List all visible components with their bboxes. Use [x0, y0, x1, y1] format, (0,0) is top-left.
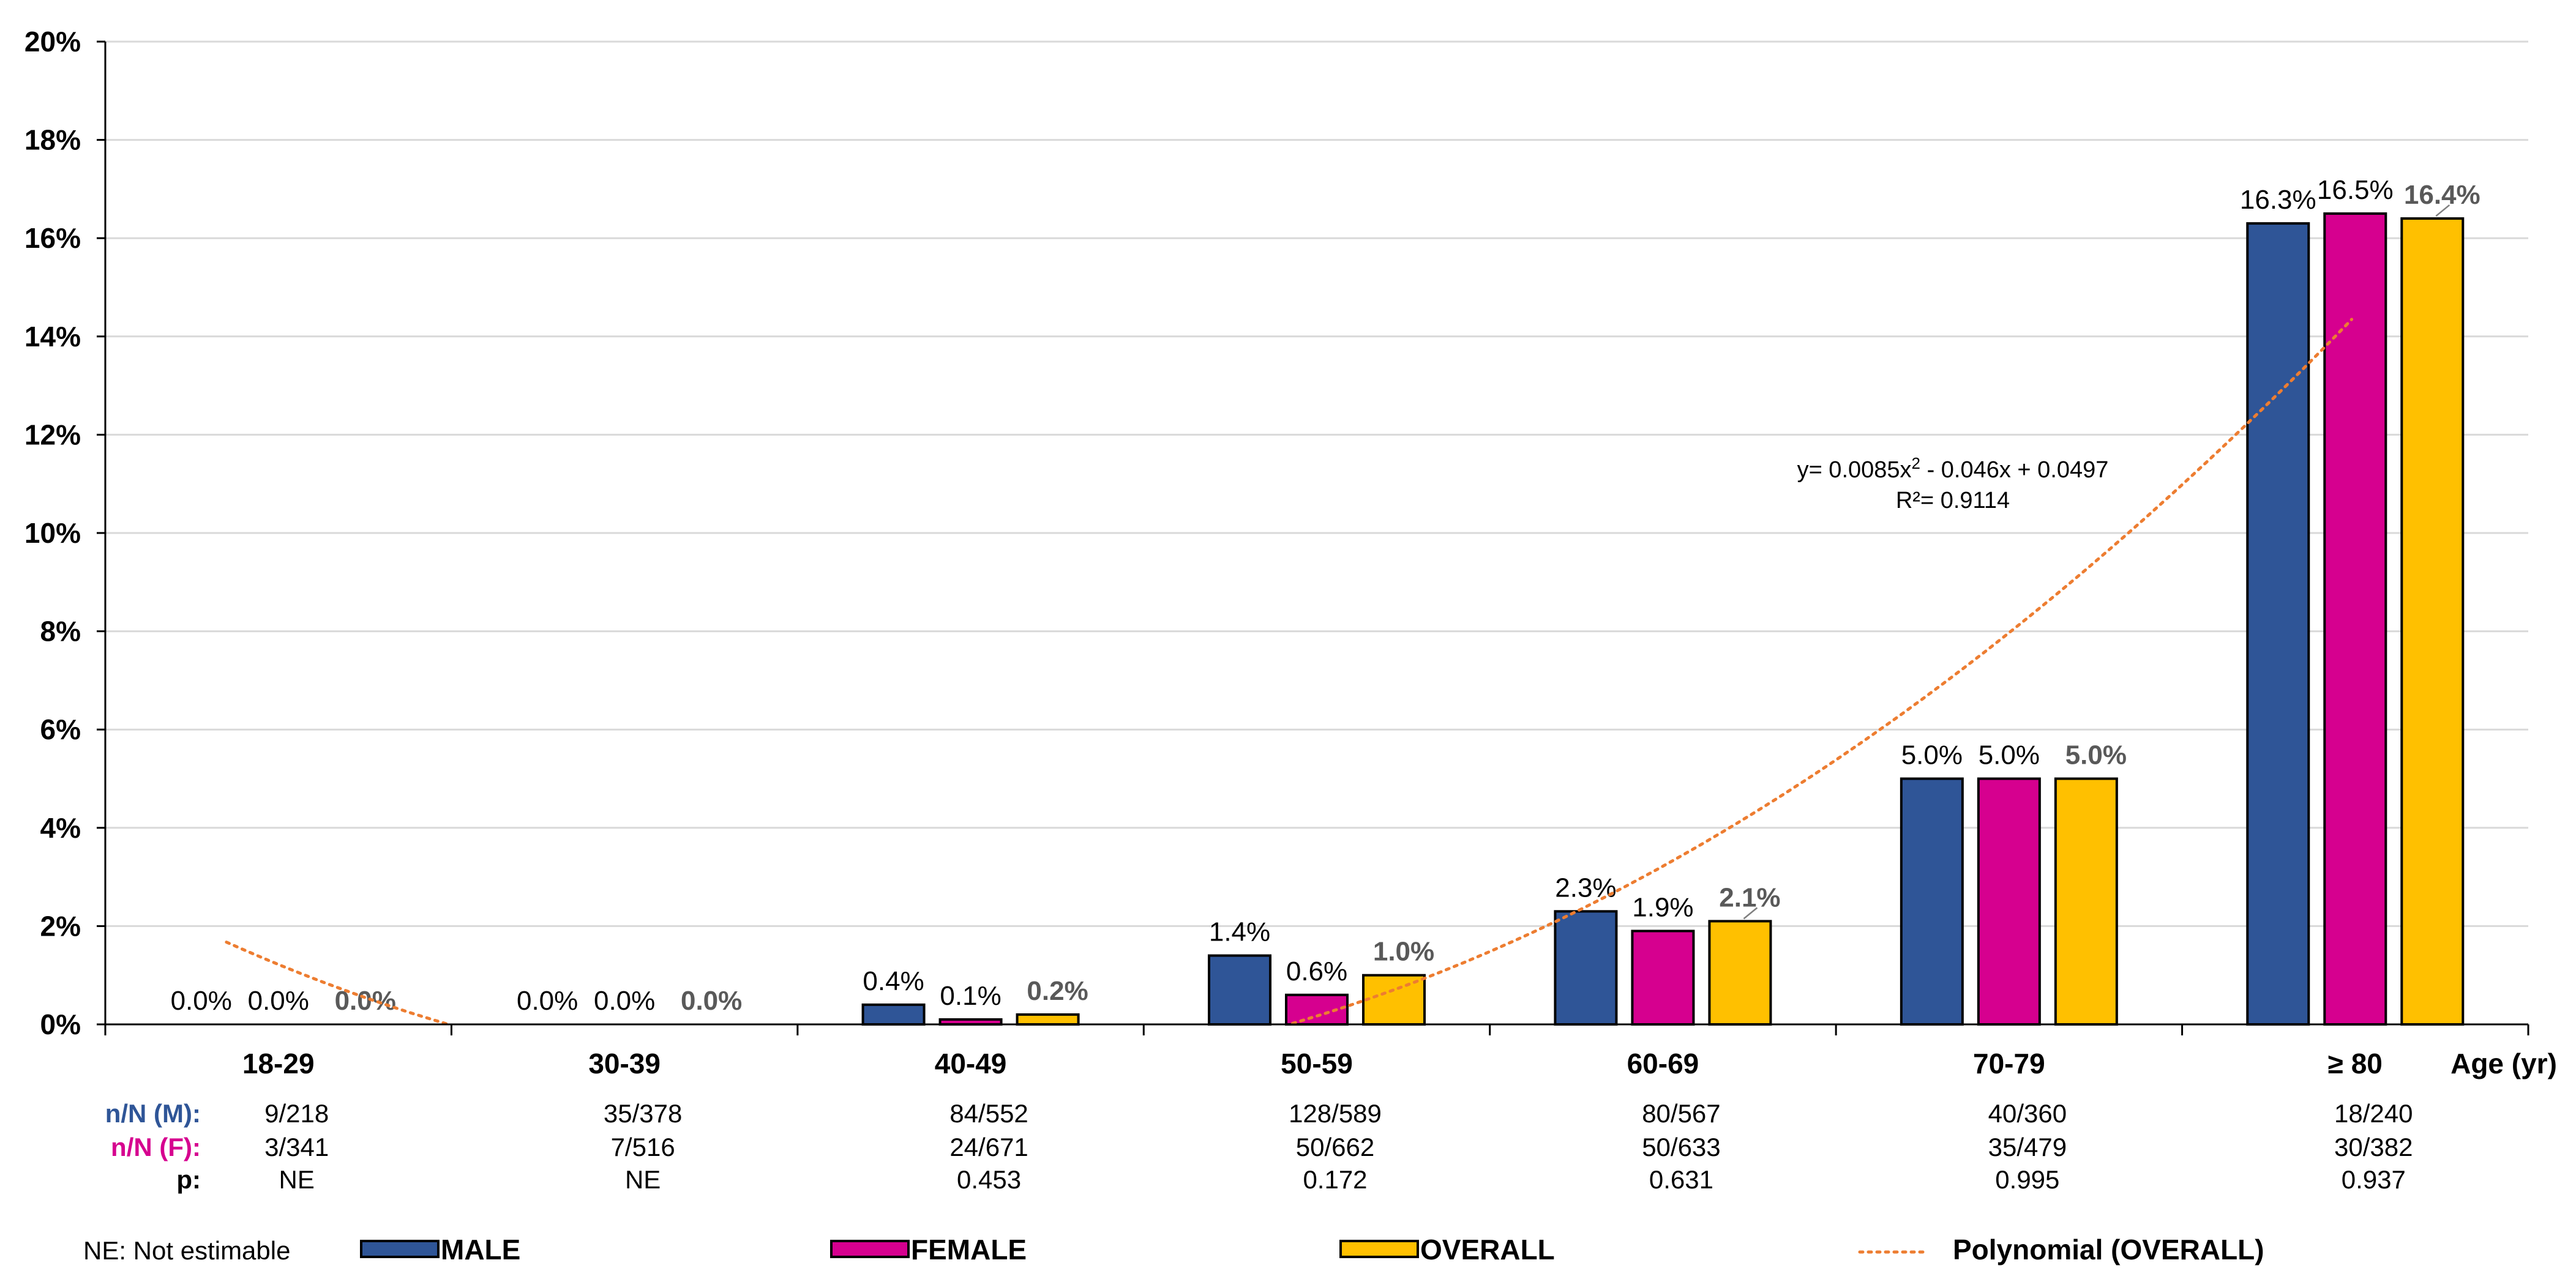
data-label-overall: 0.2% — [1027, 976, 1088, 1006]
trendline-equation: y= 0.0085x2 - 0.046x + 0.0497 — [1797, 454, 2109, 483]
x-axis-title: Age (yr) — [2451, 1048, 2557, 1079]
x-category-label: 70-79 — [1973, 1048, 2045, 1079]
data-label-overall: 5.0% — [2065, 740, 2127, 770]
table-cell: 0.172 — [1303, 1165, 1367, 1194]
data-label-male: 0.4% — [863, 966, 924, 996]
bar-male — [1900, 777, 1964, 1026]
bar-male — [1208, 954, 1271, 1026]
legend-swatch-overall — [1339, 1240, 1419, 1258]
x-category-label: ≥ 80 — [2328, 1048, 2383, 1079]
data-label-male: 0.0% — [517, 986, 578, 1016]
table-cell: 30/382 — [2334, 1133, 2413, 1161]
table-cell: 0.453 — [957, 1165, 1021, 1194]
bar-female — [1631, 930, 1695, 1026]
data-label-female: 0.0% — [594, 986, 655, 1016]
data-label-overall: 2.1% — [1719, 882, 1780, 912]
table-row-label: n/N (F): — [111, 1133, 201, 1161]
x-category-label: 40-49 — [935, 1048, 1007, 1079]
table-cell: 35/378 — [604, 1099, 682, 1128]
y-tick-label: 4% — [40, 812, 81, 844]
data-label-female: 16.5% — [2317, 175, 2394, 205]
y-tick-label: 8% — [40, 616, 81, 647]
table-row-label: p: — [176, 1165, 201, 1194]
legend-swatch-female — [830, 1240, 910, 1258]
y-tick-label: 12% — [24, 419, 81, 450]
table-cell: NE — [279, 1165, 315, 1194]
legend-note: NE: Not estimable — [83, 1236, 290, 1265]
table-cell: 50/662 — [1296, 1133, 1374, 1161]
bar-overall — [2054, 777, 2118, 1026]
bar-male — [2246, 222, 2310, 1026]
label-leader-line — [1743, 907, 1758, 920]
table-cell: 0.631 — [1649, 1165, 1713, 1194]
legend-label-trendline: Polynomial (OVERALL) — [1953, 1234, 2264, 1265]
y-tick-label: 2% — [40, 910, 81, 942]
data-label-overall: 1.0% — [1373, 937, 1434, 967]
bar-overall — [1708, 920, 1772, 1026]
x-category-label: 60-69 — [1627, 1048, 1699, 1079]
data-label-female: 0.0% — [248, 986, 309, 1016]
x-category-label: 30-39 — [588, 1048, 661, 1079]
data-label-female: 5.0% — [1979, 740, 2040, 770]
table-cell: NE — [625, 1165, 661, 1194]
trendline-r2: R²= 0.9114 — [1896, 488, 2010, 513]
bar-female — [2323, 212, 2387, 1026]
legend-label-overall: OVERALL — [1420, 1234, 1555, 1265]
bar-female — [1977, 777, 2041, 1026]
data-label-overall: 16.4% — [2404, 180, 2481, 210]
bar-female — [1285, 993, 1349, 1026]
table-cell: 40/360 — [1988, 1099, 2067, 1128]
data-label-male: 16.3% — [2240, 185, 2316, 215]
data-label-male: 2.3% — [1555, 873, 1616, 903]
y-tick-label: 18% — [24, 124, 81, 156]
data-label-overall: 0.0% — [681, 986, 742, 1016]
table-cell: 18/240 — [2334, 1099, 2413, 1128]
data-label-male: 1.4% — [1209, 917, 1270, 947]
x-category-label: 18-29 — [242, 1048, 315, 1079]
table-cell: 50/633 — [1642, 1133, 1720, 1161]
data-label-female: 0.1% — [940, 981, 1001, 1011]
y-tick-label: 6% — [40, 714, 81, 745]
table-cell: 24/671 — [949, 1133, 1028, 1161]
legend-swatch-male — [360, 1240, 440, 1258]
table-cell: 80/567 — [1642, 1099, 1720, 1128]
bar-male — [861, 1003, 926, 1026]
data-label-overall: 0.0% — [335, 986, 396, 1016]
table-cell: 7/516 — [611, 1133, 675, 1161]
trendline-polynomial — [225, 318, 2354, 1026]
y-tick-label: 10% — [24, 517, 81, 549]
y-tick-label: 0% — [40, 1008, 81, 1040]
y-tick-label: 16% — [24, 222, 81, 254]
label-leader-line — [2435, 204, 2451, 217]
bar-male — [1554, 910, 1618, 1026]
data-label-female: 1.9% — [1632, 892, 1693, 922]
table-cell: 128/589 — [1289, 1099, 1382, 1128]
table-cell: 0.937 — [2342, 1165, 2406, 1194]
y-tick-label: 20% — [24, 26, 81, 58]
x-category-label: 50-59 — [1281, 1048, 1353, 1079]
table-cell: 9/218 — [264, 1099, 329, 1128]
data-label-male: 0.0% — [171, 986, 232, 1016]
bar-overall — [1016, 1013, 1080, 1026]
legend-label-female: FEMALE — [911, 1234, 1027, 1265]
table-cell: 3/341 — [264, 1133, 329, 1161]
y-tick-label: 14% — [24, 321, 81, 352]
data-label-female: 0.6% — [1286, 956, 1347, 986]
table-row-label: n/N (M): — [105, 1099, 201, 1128]
bar-overall — [2400, 217, 2465, 1026]
legend-label-male: MALE — [441, 1234, 520, 1265]
table-cell: 84/552 — [949, 1099, 1028, 1128]
table-cell: 35/479 — [1988, 1133, 2067, 1161]
data-label-male: 5.0% — [1901, 740, 1963, 770]
table-cell: 0.995 — [1995, 1165, 2059, 1194]
